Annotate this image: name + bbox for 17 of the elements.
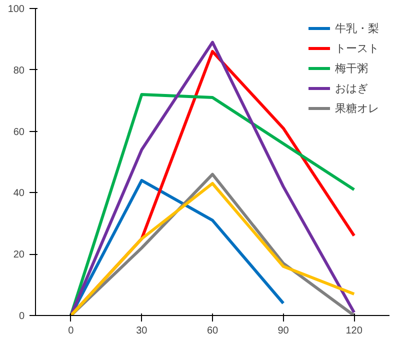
y-tick-label: 20 [13, 250, 25, 261]
legend-label: おはぎ [335, 80, 368, 96]
x-tick-label: 30 [136, 326, 148, 336]
line-series [69, 92, 356, 316]
y-tick-label: 0 [18, 311, 25, 322]
legend-label: 牛乳・梨 [335, 20, 379, 36]
y-tick-label: 60 [13, 126, 25, 138]
x-tick-label: 90 [278, 326, 290, 336]
y-tick-label: 100 [8, 4, 25, 15]
legend-label: 梅干粥 [335, 60, 368, 76]
x-tick-label: 120 [346, 326, 363, 336]
y-tick-label: 40 [13, 188, 25, 200]
legend-label: 果糖オレ [335, 100, 379, 116]
x-tick-label: 0 [68, 326, 74, 336]
y-tick-label: 80 [13, 65, 25, 76]
x-tick-label: 60 [206, 326, 218, 336]
legend-label: トースト [335, 40, 379, 56]
